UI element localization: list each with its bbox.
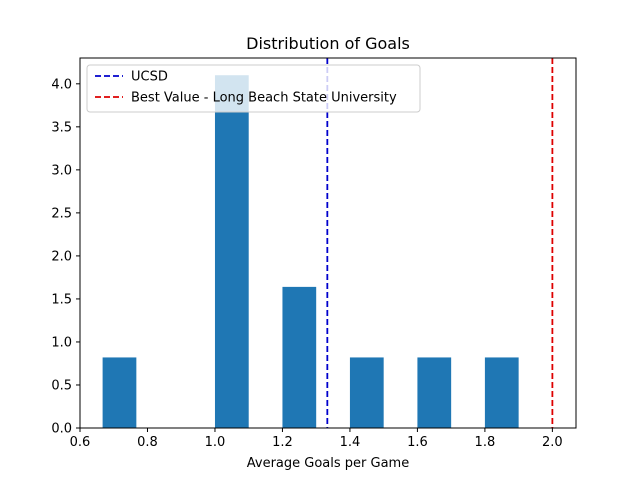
histogram-bar-3	[349, 357, 384, 428]
chart-title: Distribution of Goals	[246, 34, 410, 53]
histogram-bar-1	[214, 75, 249, 429]
bars-group	[102, 75, 519, 429]
y-tick-label-6: 3.0	[51, 163, 72, 178]
y-tick-label-5: 2.5	[51, 206, 72, 221]
y-tick-label-2: 1.0	[51, 335, 72, 350]
y-axis: 0.0 0.5 1.0 1.5 2.0 2.5 3.0 3.5 4.0	[51, 77, 80, 437]
y-tick-label-8: 4.0	[51, 77, 72, 92]
y-tick-label-4: 2.0	[51, 249, 72, 264]
legend-label-1: Best Value - Long Beach State University	[131, 91, 397, 106]
histogram-bar-4	[417, 357, 452, 428]
reference-lines-group	[326, 58, 554, 428]
y-tick-label-1: 0.5	[51, 378, 72, 393]
x-tick-label-6: 1.8	[475, 435, 496, 450]
x-tick-label-4: 1.4	[340, 435, 361, 450]
x-axis-label: Average Goals per Game	[247, 456, 409, 471]
legend: UCSD Best Value - Long Beach State Univer…	[86, 64, 421, 113]
x-tick-label-0: 0.6	[70, 435, 91, 450]
x-tick-label-3: 1.2	[272, 435, 293, 450]
legend-label-0: UCSD	[131, 70, 168, 85]
histogram-bar-0	[102, 357, 137, 428]
y-tick-label-7: 3.5	[51, 120, 72, 135]
legend-box	[86, 64, 421, 113]
x-tick-label-2: 1.0	[205, 435, 226, 450]
x-tick-label-7: 2.0	[542, 435, 563, 450]
histogram-bar-2	[282, 286, 317, 428]
plot-frame	[79, 57, 577, 429]
y-tick-label-0: 0.0	[51, 422, 72, 437]
y-tick-label-3: 1.5	[51, 292, 72, 307]
histogram-bar-5	[484, 357, 519, 428]
x-tick-label-5: 1.6	[407, 435, 428, 450]
x-axis: 0.6 0.8 1.0 1.2 1.4 1.6 1.8 2.0	[70, 428, 563, 450]
x-tick-label-1: 0.8	[137, 435, 158, 450]
